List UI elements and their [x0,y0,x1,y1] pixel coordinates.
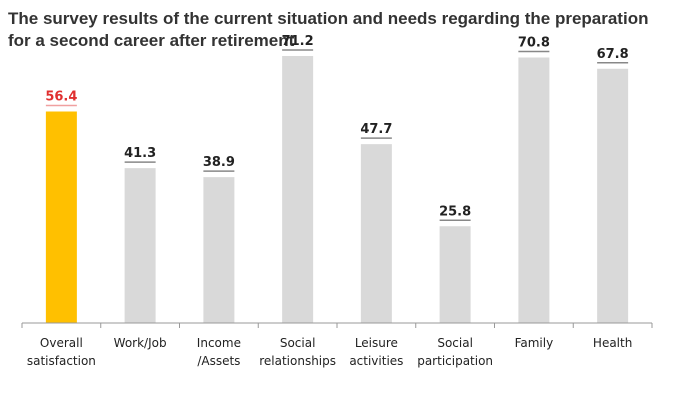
bar-3 [282,56,314,323]
category-label-3: Social relationships [259,336,336,368]
bar-6 [518,57,550,323]
category-label-7: Health [593,336,632,350]
bars-group [45,56,629,323]
value-label-5: 25.8 [439,204,471,219]
category-label-1: Work/Job [114,336,167,350]
category-label-2: Income/Assets [197,336,241,368]
category-label-0: Overall satisfaction [27,336,96,368]
value-label-6: 70.8 [518,36,550,51]
bar-0 [45,111,77,323]
category-label-5: Social participation [417,336,493,368]
value-label-0: 56.4 [45,90,77,105]
value-label-4: 47.7 [360,122,392,137]
bar-4 [360,144,392,323]
value-label-7: 67.8 [597,47,629,62]
chart-title: The survey results of the current situat… [8,9,649,50]
value-label-2: 38.9 [203,155,235,170]
value-label-1: 41.3 [124,146,156,161]
category-label-4: Leisure activities [349,336,403,368]
value-label-3: 71.2 [282,34,314,49]
bar-7 [597,68,629,323]
bar-2 [203,177,235,323]
bar-1 [124,168,156,323]
bar-5 [439,226,471,323]
value-labels-group: 56.4 41.3 38.9 71.2 47.7 25.8 70.8 67.8 [45,34,629,221]
category-label-6: Family [515,336,554,350]
x-axis [21,322,653,328]
category-labels-group: Overall satisfaction Work/Job Income/Assets… [27,336,632,368]
